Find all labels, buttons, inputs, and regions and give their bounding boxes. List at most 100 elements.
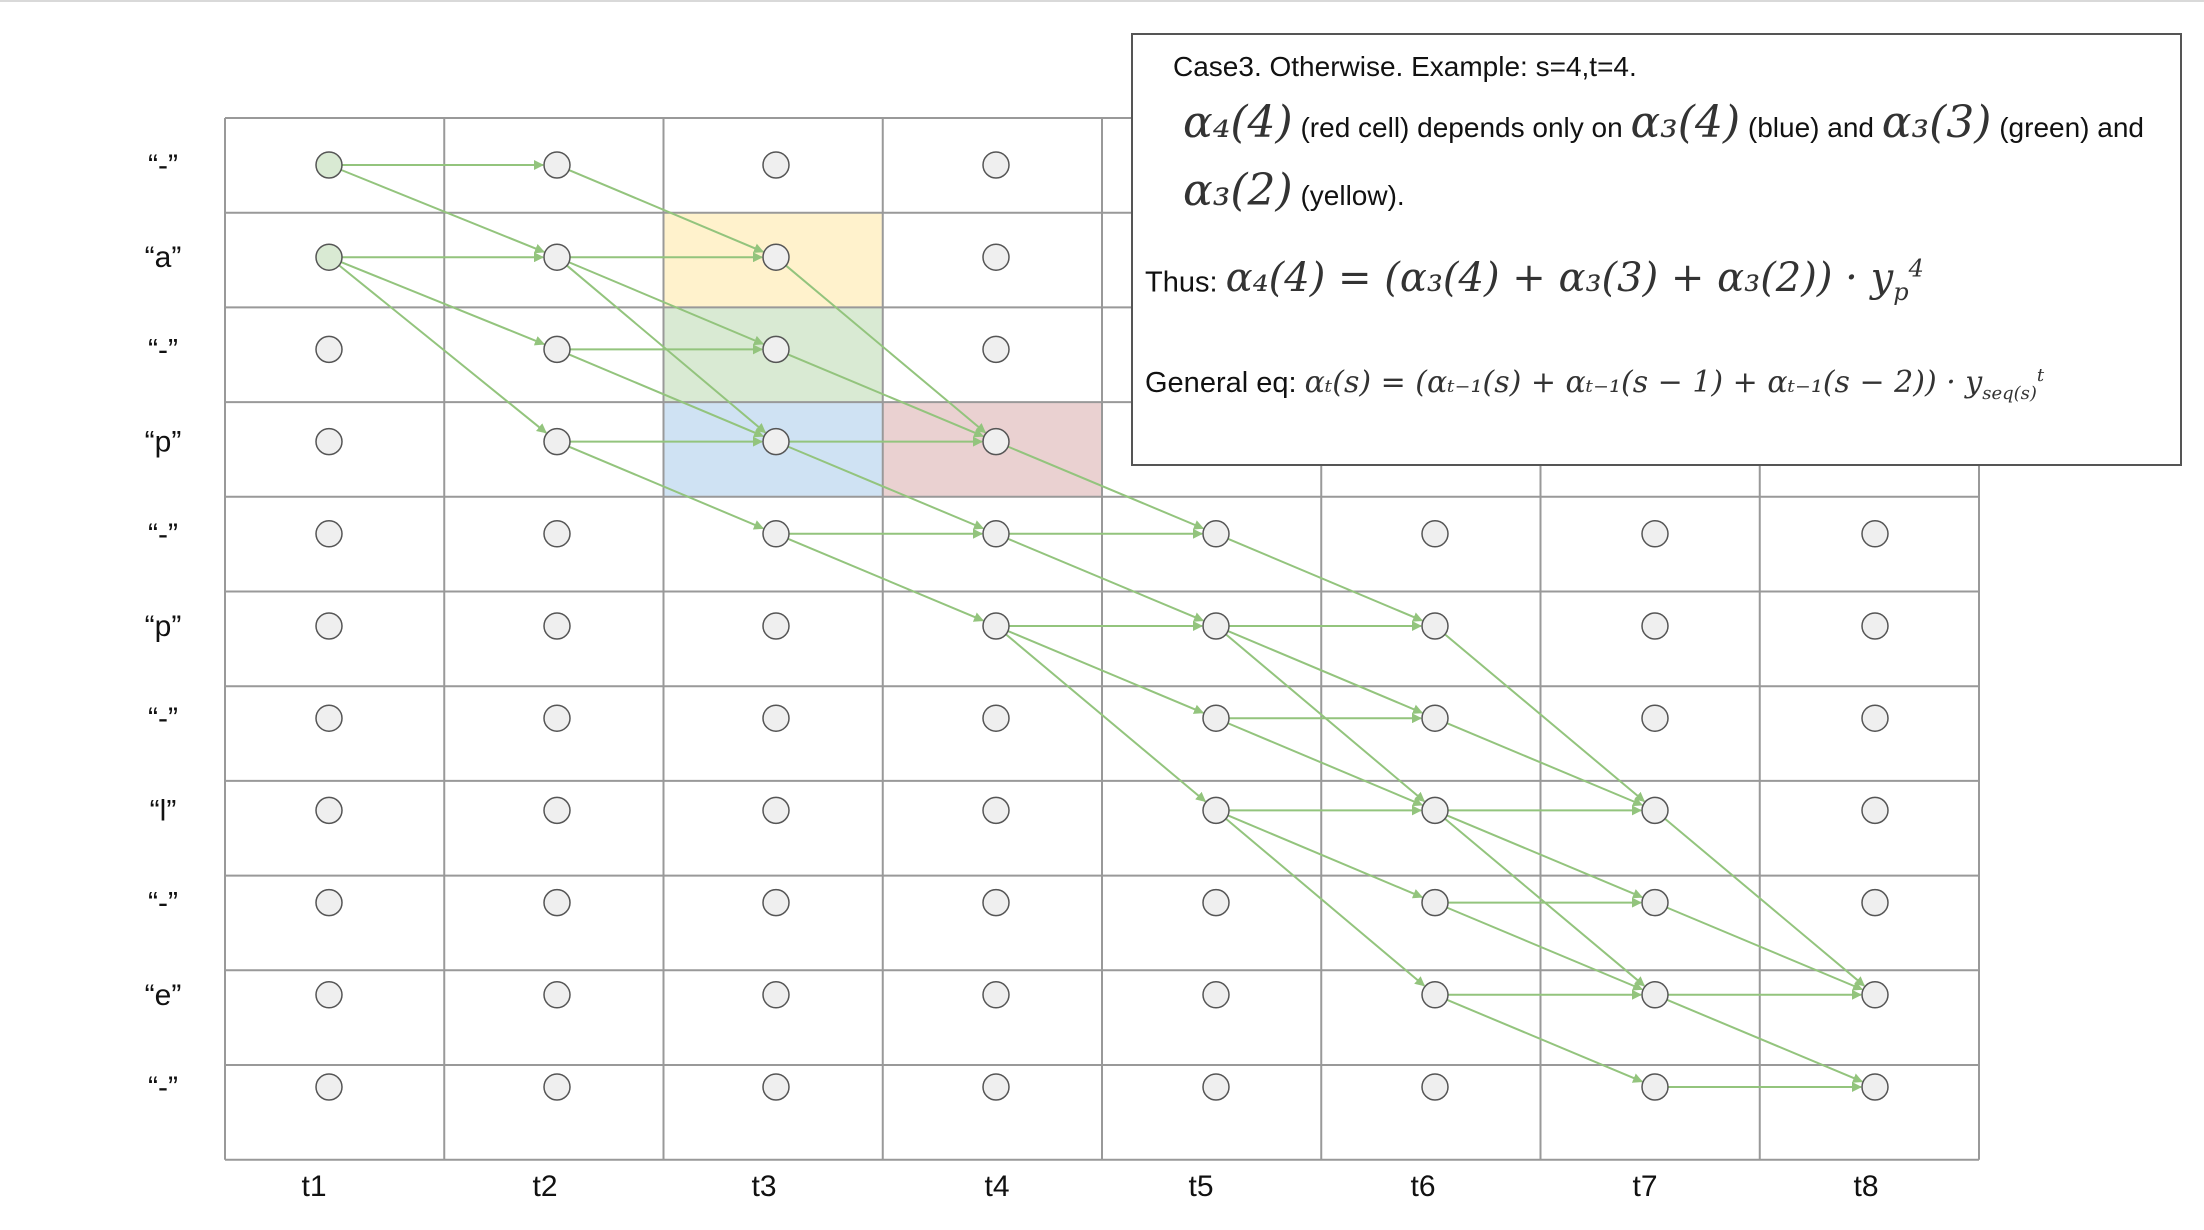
state-node	[762, 427, 790, 456]
row-label: “-”	[148, 1071, 178, 1104]
thus-formula: α₄(4) = (α₃(4) + α₃(3) + α₃(2)) · yp4	[1225, 255, 1924, 306]
state-node	[315, 151, 343, 179]
state-node	[1421, 981, 1449, 1009]
general-formula: αₜ(s) = (αₜ₋₁(s) + αₜ₋₁(s − 1) + αₜ₋₁(s …	[1304, 365, 2045, 404]
column-label: t4	[984, 1170, 1009, 1203]
state-node	[982, 335, 1010, 364]
thus-formula-sup: 4	[1908, 255, 1924, 283]
general-formula-sub: seq(s)	[1982, 383, 2037, 404]
row-label: “-”	[148, 149, 178, 182]
transition-arrow	[338, 264, 547, 434]
state-node	[1641, 612, 1669, 640]
transition-arrow	[787, 353, 985, 438]
thus-formula-body: α₄(4) = (α₃(4) + α₃(3) + α₃(2)) · y	[1225, 255, 1894, 302]
row-label: “-”	[148, 518, 178, 551]
state-node	[1421, 888, 1449, 917]
note-text-yellow: (yellow).	[1292, 180, 1405, 211]
state-node	[315, 335, 343, 364]
state-node	[762, 796, 790, 825]
thus-label: Thus:	[1145, 266, 1218, 299]
state-node	[1641, 981, 1669, 1009]
transition-arrow	[1225, 818, 1426, 987]
state-node	[982, 243, 1010, 271]
state-node	[543, 796, 571, 825]
row-label: “-”	[148, 887, 178, 920]
general-formula-body: αₜ(s) = (αₜ₋₁(s) + αₜ₋₁(s − 1) + αₜ₋₁(s …	[1304, 365, 1983, 400]
row-label: “-”	[148, 333, 178, 366]
transition-arrow	[1227, 630, 1424, 714]
state-node	[762, 335, 790, 364]
state-node	[982, 981, 1010, 1009]
transition-arrow	[340, 168, 545, 254]
transition-arrow	[1446, 998, 1644, 1083]
note-text-red: (red cell) depends only on	[1292, 112, 1631, 143]
transition-arrow	[1227, 722, 1424, 807]
column-label: t8	[1853, 1170, 1878, 1203]
transition-arrow	[1446, 906, 1644, 991]
transition-arrow	[1227, 537, 1424, 622]
state-node	[1641, 520, 1669, 548]
state-node	[1861, 1073, 1889, 1101]
state-node	[543, 1073, 571, 1101]
row-label: “p”	[145, 610, 182, 643]
state-node	[982, 888, 1010, 917]
transition-arrows	[338, 160, 1866, 1092]
note-line-2: α₃(2) (yellow).	[1183, 165, 1405, 216]
state-node	[1861, 796, 1889, 825]
transition-arrow	[785, 264, 987, 434]
highlight-cells	[663, 212, 1102, 497]
state-node	[543, 704, 571, 732]
alpha-3-2: α₃(2)	[1183, 165, 1293, 216]
state-node	[1421, 796, 1449, 825]
column-label: t3	[751, 1170, 776, 1203]
explanation-box: Case3. Otherwise. Example: s=4,t=4. α₄(4…	[1131, 33, 2182, 466]
column-label: t2	[532, 1170, 557, 1203]
transition-arrow	[568, 169, 765, 253]
transition-arrow	[1007, 630, 1205, 714]
state-node	[1421, 520, 1449, 548]
state-node	[543, 151, 571, 179]
note-title: Case3. Otherwise. Example: s=4,t=4.	[1173, 51, 1637, 82]
column-label: t1	[301, 1170, 326, 1203]
state-node	[1202, 796, 1230, 825]
state-node	[1641, 796, 1669, 825]
state-node	[1202, 981, 1230, 1009]
state-node	[315, 704, 343, 732]
state-node	[1421, 1073, 1449, 1101]
row-label: “l”	[150, 794, 177, 827]
state-node	[315, 796, 343, 825]
thus-formula-sub: p	[1893, 278, 1909, 307]
state-node	[982, 151, 1010, 179]
state-node	[315, 612, 343, 640]
state-node	[982, 704, 1010, 732]
general-label: General eq:	[1145, 367, 1297, 399]
row-labels: “-” “a” “-” “p” “-” “p” “-” “l” “-” “e” “-”	[145, 149, 182, 1104]
transition-arrow	[1007, 445, 1205, 530]
state-node	[1421, 612, 1449, 640]
state-node	[543, 520, 571, 548]
state-node	[315, 981, 343, 1009]
note-text-green: (green) and	[1991, 112, 2144, 143]
transition-arrow	[1227, 814, 1424, 899]
state-node	[1202, 520, 1230, 548]
transition-arrow	[787, 537, 985, 622]
transition-arrow	[1446, 722, 1644, 807]
transition-arrow	[1664, 817, 1866, 987]
row-label: “p”	[145, 426, 182, 459]
alpha-3-4: α₃(4)	[1630, 97, 1741, 148]
state-node	[1861, 612, 1889, 640]
column-labels: t1 t2 t3 t4 t5 t6 t7 t8	[301, 1170, 1878, 1203]
transition-arrow	[1666, 998, 1864, 1083]
row-label: “a”	[145, 241, 182, 274]
general-equation: General eq: αₜ(s) = (αₜ₋₁(s) + αₜ₋₁(s − …	[1145, 365, 2044, 404]
top-border-line	[0, 0, 2204, 2]
state-node	[315, 427, 343, 456]
state-node	[982, 427, 1010, 456]
transition-arrow	[1007, 537, 1205, 622]
state-node	[1202, 704, 1230, 732]
state-node	[1202, 888, 1230, 917]
state-node	[543, 427, 571, 456]
state-node	[1861, 888, 1889, 917]
state-node	[315, 520, 343, 548]
state-node	[1861, 704, 1889, 732]
